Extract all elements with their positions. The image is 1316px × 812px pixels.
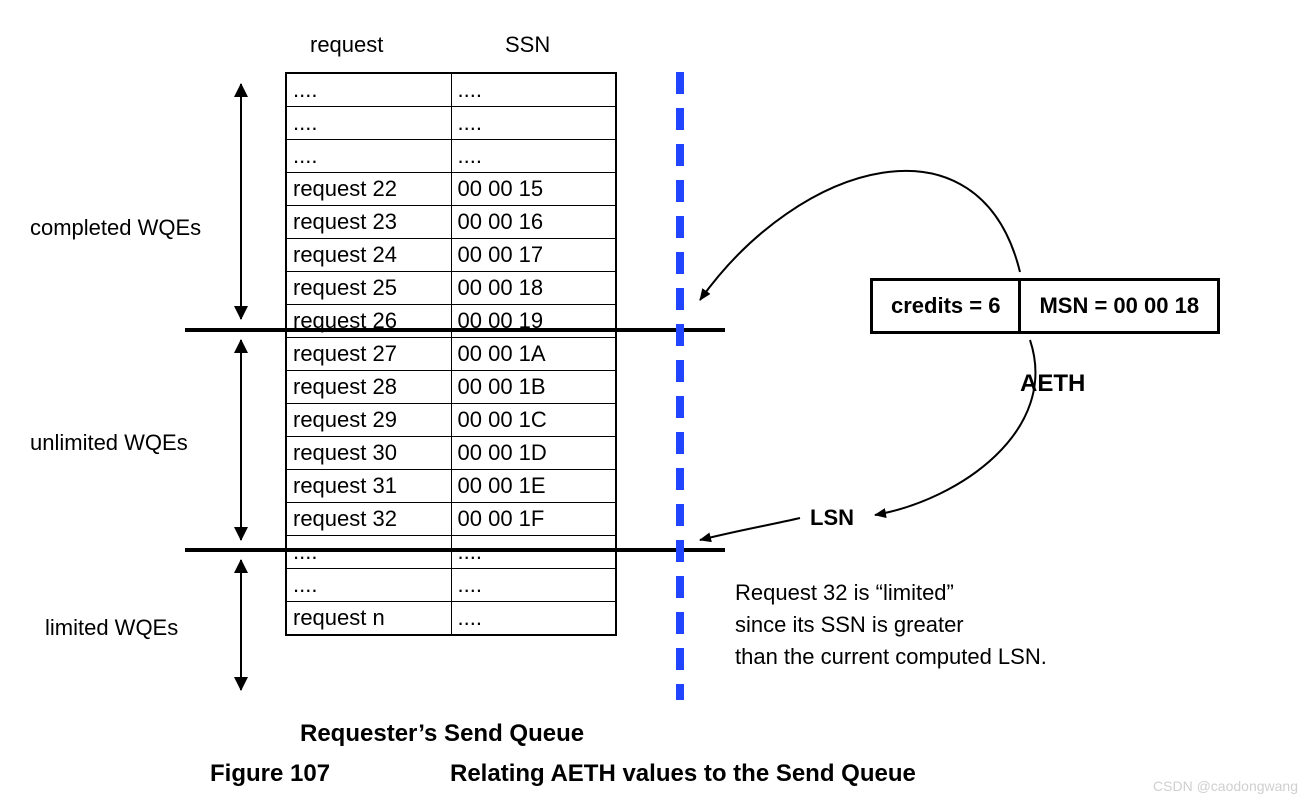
section-label-limited: limited WQEs (45, 615, 178, 641)
lsn-label: LSN (810, 505, 854, 531)
table-row: ........ (286, 140, 616, 173)
cell-request: .... (286, 73, 451, 107)
cell-ssn: .... (451, 107, 616, 140)
aeth-credits: credits = 6 (873, 281, 1018, 331)
cell-ssn: 00 00 1D (451, 437, 616, 470)
cell-ssn: .... (451, 602, 616, 636)
header-request: request (310, 32, 383, 58)
section-label-unlimited: unlimited WQEs (30, 430, 188, 456)
cell-request: request 26 (286, 305, 451, 338)
cell-ssn: 00 00 19 (451, 305, 616, 338)
table-row: request 32 00 00 1F (286, 503, 616, 536)
cell-ssn: 00 00 15 (451, 173, 616, 206)
section-label-completed: completed WQEs (30, 215, 201, 241)
table-row: request 28 00 00 1B (286, 371, 616, 404)
table-row: request 3000 00 1D (286, 437, 616, 470)
table-row: request 2500 00 18 (286, 272, 616, 305)
range-arrow-unlimited (240, 340, 242, 540)
cell-request: request 27 (286, 338, 451, 371)
cell-ssn: 00 00 1E (451, 470, 616, 503)
arrow-aeth-to-lsn (875, 340, 1035, 515)
cell-request: .... (286, 107, 451, 140)
aeth-box: credits = 6 MSN = 00 00 18 (870, 278, 1220, 334)
header-ssn: SSN (505, 32, 550, 58)
cell-ssn: 00 00 1A (451, 338, 616, 371)
cell-request: .... (286, 569, 451, 602)
table-row: request 3100 00 1E (286, 470, 616, 503)
cell-request: request 22 (286, 173, 451, 206)
table-row: request n.... (286, 602, 616, 636)
table-row: request 26 00 00 19 (286, 305, 616, 338)
queue-title: Requester’s Send Queue (300, 720, 584, 748)
figure-title: Relating AETH values to the Send Queue (450, 760, 916, 788)
note-line-1: Request 32 is “limited” (735, 580, 954, 606)
table-row: ........ (286, 73, 616, 107)
cell-request: request 31 (286, 470, 451, 503)
cell-ssn: 00 00 1B (451, 371, 616, 404)
cell-ssn: .... (451, 569, 616, 602)
table-row: request 2900 00 1C (286, 404, 616, 437)
aeth-title: AETH (1020, 370, 1085, 398)
range-arrow-completed (240, 84, 242, 319)
arrow-lsn-to-line (700, 518, 800, 540)
table-row: request 2200 00 15 (286, 173, 616, 206)
divider-unlimited-limited (185, 548, 725, 552)
table-row: request 2300 00 16 (286, 206, 616, 239)
table-row: request 2700 00 1A (286, 338, 616, 371)
cell-request: request 29 (286, 404, 451, 437)
cell-request: request n (286, 602, 451, 636)
note-line-2: since its SSN is greater (735, 612, 964, 638)
cell-request: .... (286, 140, 451, 173)
cell-ssn: 00 00 1F (451, 503, 616, 536)
cell-ssn: .... (451, 140, 616, 173)
cell-ssn: 00 00 18 (451, 272, 616, 305)
cell-ssn: 00 00 16 (451, 206, 616, 239)
divider-completed-unlimited (185, 328, 725, 332)
table-row: request 24 00 00 17 (286, 239, 616, 272)
cell-request: request 28 (286, 371, 451, 404)
cell-request: request 23 (286, 206, 451, 239)
table-row: ........ (286, 536, 616, 569)
cell-request: .... (286, 536, 451, 569)
cell-ssn: .... (451, 536, 616, 569)
cell-request: request 32 (286, 503, 451, 536)
cell-ssn: .... (451, 73, 616, 107)
range-arrow-limited (240, 560, 242, 690)
cell-ssn: 00 00 17 (451, 239, 616, 272)
aeth-msn: MSN = 00 00 18 (1018, 281, 1217, 331)
table-row: ........ (286, 107, 616, 140)
cell-request: request 24 (286, 239, 451, 272)
cell-request: request 25 (286, 272, 451, 305)
cell-request: request 30 (286, 437, 451, 470)
diagram-root: request SSN ........ ........ ........ r… (0, 0, 1316, 812)
figure-label: Figure 107 (210, 760, 330, 788)
overlay-svg (0, 0, 1316, 812)
cell-ssn: 00 00 1C (451, 404, 616, 437)
table-row: ........ (286, 569, 616, 602)
watermark: CSDN @caodongwang (1153, 778, 1298, 794)
note-line-3: than the current computed LSN. (735, 644, 1047, 670)
